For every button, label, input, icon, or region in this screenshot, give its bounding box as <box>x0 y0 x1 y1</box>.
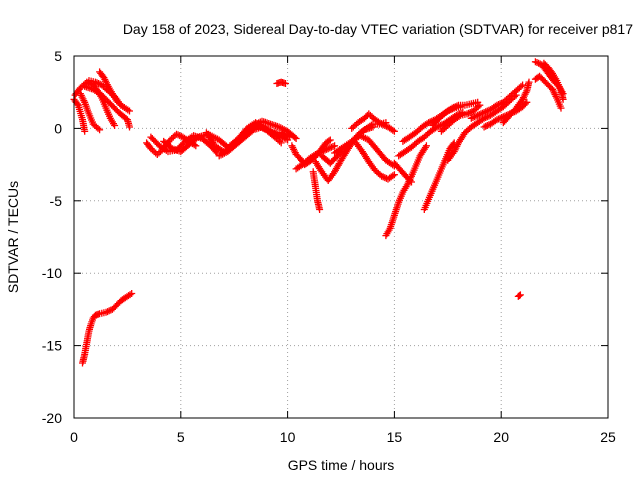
data-point-markers <box>273 78 289 87</box>
data-track <box>81 82 133 131</box>
data-point-markers <box>390 159 415 186</box>
data-point-markers <box>429 98 482 129</box>
data-point-markers <box>79 290 136 367</box>
plot-border <box>73 55 609 419</box>
data-track <box>540 59 567 103</box>
data-layer <box>70 58 567 367</box>
x-tick-label: 5 <box>177 429 185 445</box>
data-track <box>420 139 458 213</box>
data-track <box>309 168 324 213</box>
x-tick-label: 20 <box>493 429 509 445</box>
y-tick-label: 5 <box>54 48 62 64</box>
x-tick-label: 15 <box>387 429 403 445</box>
plot-area <box>74 56 608 418</box>
data-point-markers <box>514 291 524 300</box>
data-point-markers <box>309 168 324 213</box>
data-point-markers <box>499 78 533 127</box>
data-track <box>390 159 415 186</box>
x-axis-label: GPS time / hours <box>288 457 395 473</box>
data-track <box>429 98 482 129</box>
data-point-markers <box>348 110 398 135</box>
data-track <box>499 78 533 127</box>
data-point-markers <box>540 59 567 103</box>
data-point-markers <box>444 91 520 164</box>
y-tick-label: -5 <box>50 193 63 209</box>
data-track <box>514 291 524 300</box>
y-axis-label: SDTVAR / TECUs <box>5 181 21 293</box>
y-tick-label: 0 <box>54 120 62 136</box>
data-point-markers <box>81 82 133 131</box>
data-track <box>96 68 125 109</box>
data-point-markers <box>352 139 398 183</box>
data-track <box>531 72 565 112</box>
data-track <box>382 142 430 240</box>
data-point-markers <box>382 142 430 240</box>
data-track <box>273 78 289 87</box>
data-track <box>331 132 398 170</box>
data-track <box>444 91 520 164</box>
y-tick-label: -10 <box>42 265 62 281</box>
x-tick-label: 0 <box>70 429 78 445</box>
data-point-markers <box>531 72 565 112</box>
x-tick-label: 25 <box>600 429 616 445</box>
data-point-markers <box>96 68 125 109</box>
data-point-markers <box>467 81 527 122</box>
data-track <box>79 290 136 367</box>
data-track <box>76 90 104 134</box>
data-track <box>437 101 484 135</box>
x-tick-label: 10 <box>280 429 296 445</box>
y-tick-label: -20 <box>42 410 62 426</box>
data-track <box>292 142 339 173</box>
y-tick-label: -15 <box>42 338 62 354</box>
chart-title: Day 158 of 2023, Sidereal Day-to-day VTE… <box>123 21 633 37</box>
data-track <box>467 81 527 122</box>
data-point-markers <box>292 142 339 173</box>
data-point-markers <box>241 117 300 142</box>
data-point-markers <box>420 139 458 213</box>
data-point-markers <box>437 101 484 135</box>
data-point-markers <box>331 132 398 170</box>
tick-layer: 0 5 10 15 20 25 -20 -15 -10 -5 0 5 <box>42 48 616 445</box>
data-track <box>352 139 398 183</box>
data-track <box>241 117 300 142</box>
data-point-markers <box>76 90 104 134</box>
data-track <box>348 110 398 135</box>
